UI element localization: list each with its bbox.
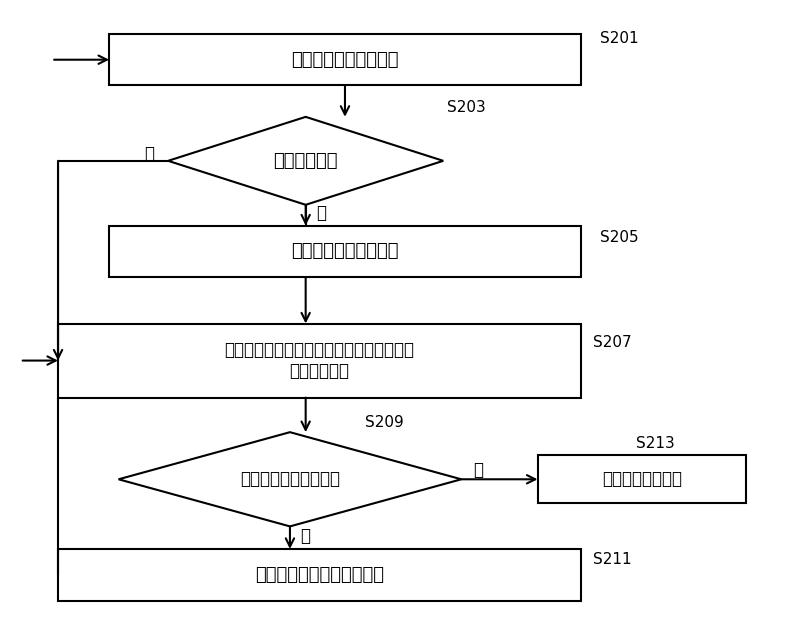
Text: 否: 否 [473,462,483,480]
Text: 是: 是 [316,204,326,222]
Text: S205: S205 [601,230,639,245]
Text: 使离合器快速结合: 使离合器快速结合 [602,471,682,489]
FancyBboxPatch shape [58,549,581,600]
FancyBboxPatch shape [538,455,746,503]
Text: 是否零界结合: 是否零界结合 [274,152,338,170]
Text: S207: S207 [593,335,631,350]
Text: 是: 是 [300,528,310,546]
Text: 增大离合器电磁阀线圈电流: 增大离合器电磁阀线圈电流 [255,566,384,584]
Text: S209: S209 [365,415,403,430]
Text: 转速差是否大于预设值: 转速差是否大于预设值 [240,471,340,489]
Text: S201: S201 [601,31,639,46]
Text: S211: S211 [593,552,631,567]
Text: S213: S213 [636,436,674,451]
FancyBboxPatch shape [109,225,581,277]
Text: 获取离合器的运行信息: 获取离合器的运行信息 [291,51,398,69]
Text: 获取工程机械运行信息: 获取工程机械运行信息 [291,242,398,260]
Text: 确定变速箱输入轴的转速与当前发动机转速
之间的转速差: 确定变速箱输入轴的转速与当前发动机转速 之间的转速差 [225,341,414,380]
Text: S203: S203 [447,100,486,115]
FancyBboxPatch shape [109,34,581,85]
Text: 否: 否 [145,145,154,163]
FancyBboxPatch shape [58,324,581,397]
Polygon shape [168,117,443,205]
Polygon shape [118,432,462,526]
